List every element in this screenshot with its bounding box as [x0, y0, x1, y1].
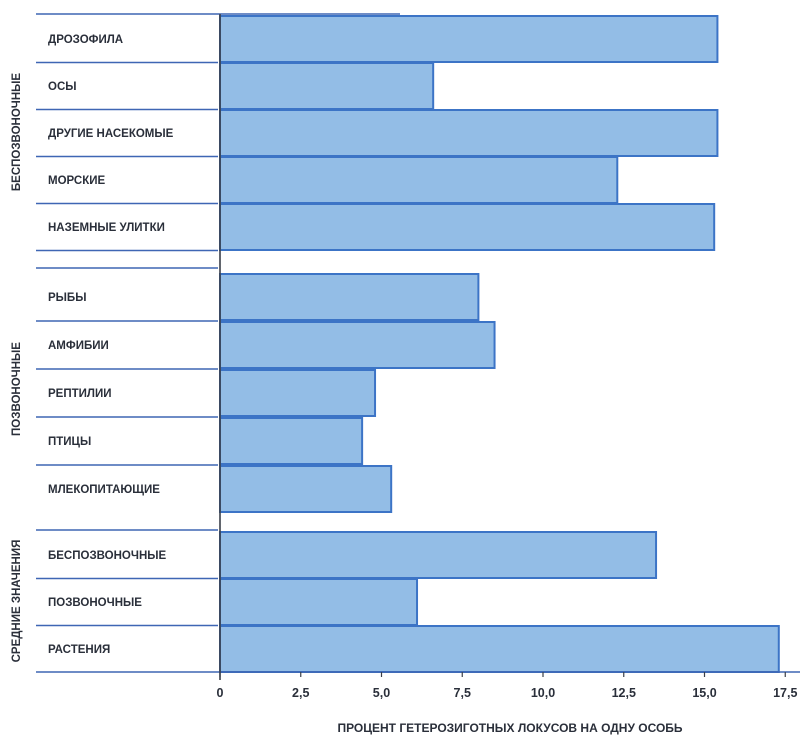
- bars-layer: [219, 15, 780, 673]
- category-label: РАСТЕНИЯ: [48, 644, 110, 656]
- x-tick-label: 15,0: [692, 686, 716, 700]
- category-label: РЫБЫ: [48, 292, 86, 304]
- x-tick-label: 10,0: [531, 686, 555, 700]
- category-label: АМФИБИИ: [48, 340, 109, 352]
- bar-дрозофила: [219, 15, 719, 63]
- category-label: ПОЗВОНОЧНЫЕ: [48, 597, 142, 609]
- x-tick-label: 2,5: [292, 686, 309, 700]
- category-label: МЛЕКОПИТАЮЩИЕ: [48, 484, 160, 496]
- group-label: СРЕДНИЕ ЗНАЧЕНИЯ: [11, 540, 23, 663]
- x-tick-label: 17,5: [773, 686, 797, 700]
- category-label: ОСЫ: [48, 81, 77, 93]
- category-label: ДРОЗОФИЛА: [48, 34, 123, 46]
- row-separator-lines: [36, 13, 400, 627]
- group-label: БЕСПОЗВОНОЧНЫЕ: [11, 73, 23, 192]
- bar-наземные-улитки: [219, 203, 716, 251]
- bar-растения: [219, 625, 780, 673]
- bar-рептилии: [219, 369, 377, 417]
- bar-морские: [219, 156, 619, 204]
- x-tick-label: 12,5: [612, 686, 636, 700]
- bar-осы: [219, 62, 435, 110]
- category-label: НАЗЕМНЫЕ УЛИТКИ: [48, 222, 165, 234]
- bar-рыбы: [219, 273, 480, 321]
- bar-амфибии: [219, 321, 496, 369]
- category-label: ДРУГИЕ НАСЕКОМЫЕ: [48, 128, 174, 140]
- category-label: ПТИЦЫ: [48, 436, 91, 448]
- bar-беспозвоночные: [219, 531, 658, 579]
- axis-layer: [36, 14, 800, 680]
- bar-млекопитающие: [219, 465, 393, 513]
- category-label: РЕПТИЛИИ: [48, 388, 112, 400]
- x-axis-title: ПРОЦЕНТ ГЕТЕРОЗИГОТНЫХ ЛОКУСОВ НА ОДНУ О…: [337, 721, 682, 735]
- category-label: МОРСКИЕ: [48, 175, 105, 187]
- x-tick-labels: 0 2,5 5,0 7,5 10,0 12,5 15,0 17,5: [217, 686, 798, 700]
- x-tick-label: 7,5: [454, 686, 471, 700]
- group-label: ПОЗВОНОЧНЫЕ: [11, 342, 23, 436]
- group-labels: БЕСПОЗВОНОЧНЫЕ ПОЗВОНОЧНЫЕ СРЕДНИЕ ЗНАЧЕНИ…: [11, 73, 23, 663]
- category-label: БЕСПОЗВОНОЧНЫЕ: [48, 550, 167, 562]
- bar-позвоночные: [219, 578, 419, 626]
- bar-птицы: [219, 417, 364, 465]
- category-labels: ДРОЗОФИЛА ОСЫ ДРУГИЕ НАСЕКОМЫЕ МОРСКИЕ НАЗЕМ…: [48, 34, 174, 656]
- x-tick-label: 0: [217, 686, 224, 700]
- x-tick-label: 5,0: [373, 686, 390, 700]
- bar-другие-насекомые: [219, 109, 719, 157]
